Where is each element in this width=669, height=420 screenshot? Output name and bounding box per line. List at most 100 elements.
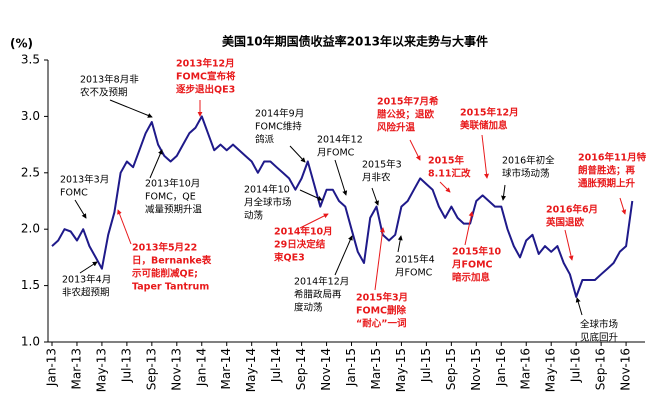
y-tick-label: 3.0 bbox=[21, 109, 40, 123]
annotation: 风险升温 bbox=[377, 122, 416, 134]
y-tick-label: 2.5 bbox=[21, 165, 40, 179]
annotation: 29日决定结 bbox=[274, 239, 326, 251]
annotation-arrow bbox=[371, 187, 379, 206]
x-tick-label: May-16 bbox=[544, 348, 558, 392]
annotation: 月FOMC bbox=[451, 260, 493, 271]
annotation: 2014年10月 bbox=[274, 226, 333, 238]
x-tick-label: Nov-16 bbox=[619, 348, 633, 391]
annotation-arrow bbox=[464, 211, 474, 246]
annotation: 2015年 bbox=[428, 155, 464, 167]
annotation-arrow bbox=[117, 209, 132, 245]
chart-title: 美国10年期国债收益率2013年以来走势与大事件 bbox=[222, 34, 488, 49]
x-tick-label: Jan-13 bbox=[45, 348, 59, 387]
x-tick-label: Jul-14 bbox=[269, 348, 283, 383]
x-tick-label: Nov-14 bbox=[319, 348, 333, 391]
annotation: FOMC，QE bbox=[145, 192, 196, 203]
y-tick-label: 2.0 bbox=[21, 222, 40, 236]
y-tick-label: 1.5 bbox=[21, 278, 40, 292]
y-tick-label: 1.0 bbox=[21, 335, 40, 349]
annotation-arrow bbox=[79, 261, 98, 274]
annotation: 束QE3 bbox=[274, 252, 305, 264]
x-tick-label: May-15 bbox=[394, 348, 408, 392]
annotation: 2015年3 bbox=[362, 159, 402, 171]
annotation: 美联储加息 bbox=[459, 120, 508, 132]
annotation: FOMC删除 bbox=[356, 305, 406, 317]
annotation-arrow bbox=[289, 145, 306, 163]
x-tick-label: Mar-16 bbox=[519, 348, 533, 389]
annotation-arrow bbox=[501, 184, 507, 201]
annotation: 2014年9月 bbox=[255, 108, 304, 120]
annotation: 2016年11月特 bbox=[578, 152, 647, 164]
annotation: 8.11汇改 bbox=[428, 168, 471, 180]
annotation: 鸽派 bbox=[255, 134, 275, 146]
annotation: 2016年6月 bbox=[546, 204, 598, 216]
annotation: Taper Tantrum bbox=[132, 282, 209, 293]
annotation: 农不及预期 bbox=[80, 87, 128, 99]
x-tick-label: Nov-13 bbox=[169, 348, 183, 391]
annotation-arrow bbox=[564, 229, 574, 261]
annotation-arrow bbox=[334, 235, 353, 276]
annotation: 月非农 bbox=[362, 172, 391, 184]
annotation: 2014年12 bbox=[317, 134, 363, 146]
annotation: 动荡 bbox=[244, 210, 263, 222]
y-tick-label: 3.5 bbox=[21, 53, 40, 67]
annotation: 减量预期升温 bbox=[145, 204, 203, 216]
annotation: 见底回升 bbox=[580, 332, 619, 344]
annotation-arrow bbox=[439, 181, 451, 193]
annotation: “耐心”一词 bbox=[356, 318, 407, 330]
y-axis-label: (%) bbox=[10, 37, 33, 51]
data-line bbox=[51, 115, 634, 298]
annotation: 度动荡 bbox=[294, 302, 323, 314]
x-tick-label: Sep-13 bbox=[144, 348, 158, 390]
x-tick-label: Jan-14 bbox=[194, 348, 208, 387]
annotation: 2013年5月22 bbox=[132, 242, 197, 254]
x-tick-label: Sep-16 bbox=[594, 348, 608, 390]
x-tick-label: Jul-16 bbox=[569, 348, 583, 383]
annotation: 非农超预期 bbox=[62, 287, 110, 299]
annotation: 月全球市场 bbox=[244, 197, 292, 209]
annotation: 2016年初全 bbox=[502, 155, 555, 167]
x-tick-label: Mar-15 bbox=[369, 348, 383, 389]
annotation: FOMC维持 bbox=[255, 121, 302, 133]
annotation: 2015年10 bbox=[452, 246, 502, 258]
annotation-arrow bbox=[575, 297, 583, 316]
annotation: 2015年12月 bbox=[460, 107, 519, 119]
annotation: 2014年12月 bbox=[294, 276, 349, 288]
annotation-arrow bbox=[481, 134, 490, 179]
annotation: 希腊政局再 bbox=[294, 289, 342, 301]
annotation-arrow bbox=[149, 149, 163, 179]
x-tick-label: Sep-14 bbox=[294, 348, 308, 390]
annotation: 2013年8月非 bbox=[80, 74, 139, 86]
annotation-arrow bbox=[74, 199, 87, 219]
annotation: 腊公投；退欧 bbox=[377, 109, 435, 121]
annotation: 2015年3月 bbox=[356, 292, 408, 304]
annotation: 2015年4 bbox=[395, 254, 435, 266]
annotation: 全球市场 bbox=[580, 319, 618, 331]
annotation: 2013年4月 bbox=[62, 274, 111, 286]
annotation: 2013年12月 bbox=[176, 58, 235, 70]
x-tick-label: May-14 bbox=[244, 348, 258, 392]
x-tick-label: Jan-15 bbox=[344, 348, 358, 387]
annotation-arrow bbox=[619, 197, 627, 215]
annotation: 日，Bernanke表 bbox=[132, 255, 212, 267]
x-tick-label: May-13 bbox=[94, 348, 108, 392]
x-tick-label: Jul-13 bbox=[119, 348, 133, 383]
annotation-arrow bbox=[299, 189, 323, 201]
x-tick-label: Mar-14 bbox=[219, 348, 233, 389]
x-tick-label: Sep-15 bbox=[444, 348, 458, 390]
annotation-arrow bbox=[409, 139, 421, 161]
annotation-arrow bbox=[109, 99, 153, 118]
annotation: 示可能削减QE; bbox=[132, 268, 198, 280]
annotation: 英国退欧 bbox=[546, 217, 585, 229]
annotation-arrow bbox=[299, 213, 329, 229]
annotation: FOMC宣布将 bbox=[176, 71, 236, 83]
annotation: 暗示加息 bbox=[452, 272, 491, 284]
annotation-arrow bbox=[397, 235, 403, 253]
annotation: 2013年10月 bbox=[145, 178, 200, 190]
annotation: 通胀预期上升 bbox=[578, 178, 636, 190]
annotation: 朗普胜选；再 bbox=[578, 165, 636, 177]
annotation: 2015年7月希 bbox=[377, 96, 439, 108]
annotation: 球市场动荡 bbox=[502, 168, 550, 180]
annotation: 逐步退出QE3 bbox=[176, 84, 235, 96]
